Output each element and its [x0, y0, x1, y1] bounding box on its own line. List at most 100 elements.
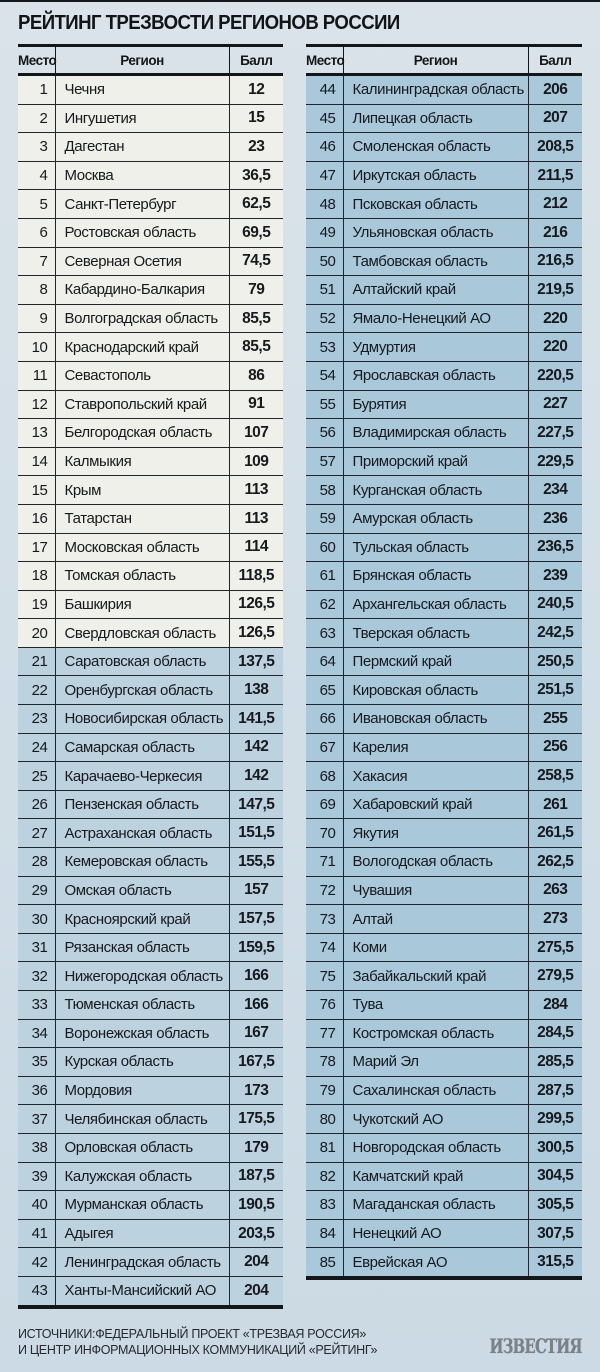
column-header-score: Балл [228, 44, 283, 76]
table-row: 31 Рязанская область 159,5 [18, 932, 283, 962]
score-cell: 212 [528, 189, 582, 219]
score-cell: 138 [229, 675, 283, 705]
place-cell: 34 [18, 1018, 56, 1048]
region-cell: Алтайский край [343, 275, 529, 305]
region-cell: Калининградская область [343, 74, 529, 105]
score-cell: 157,5 [229, 904, 283, 934]
place-cell: 33 [18, 990, 56, 1020]
table-row: 42 Ленинградская область 204 [18, 1247, 283, 1277]
table-row: 30 Красноярский край 157,5 [18, 904, 283, 934]
place-cell: 62 [306, 589, 344, 619]
region-cell: Северная Осетия [55, 246, 230, 276]
table-row: 84 Ненецкий АО 307,5 [306, 1218, 582, 1248]
region-cell: Омская область [55, 875, 230, 905]
sources-note: ИСТОЧНИКИ:ФЕДЕРАЛЬНЫЙ ПРОЕКТ «ТРЕЗВАЯ РО… [18, 1326, 377, 1359]
score-cell: 299,5 [528, 1104, 582, 1134]
score-cell: 137,5 [229, 646, 283, 676]
place-cell: 10 [18, 332, 56, 362]
region-cell: Чечня [55, 74, 230, 105]
region-cell: Ставропольский край [55, 389, 230, 419]
place-cell: 31 [18, 932, 56, 962]
region-cell: Белгородская область [55, 418, 230, 448]
score-cell: 62,5 [229, 189, 283, 219]
region-cell: Чукотский АО [343, 1104, 529, 1134]
table-row: 58 Курганская область 234 [306, 475, 582, 505]
score-cell: 284 [528, 990, 582, 1020]
place-cell: 47 [306, 160, 344, 190]
region-cell: Крым [55, 475, 230, 505]
column-header-place: Место [306, 44, 345, 76]
place-cell: 63 [306, 618, 344, 648]
region-cell: Орловская область [55, 1132, 230, 1163]
place-cell: 38 [18, 1132, 56, 1163]
score-cell: 236,5 [528, 532, 582, 562]
region-cell: Севастополь [55, 360, 230, 391]
score-cell: 279,5 [528, 961, 582, 991]
place-cell: 73 [306, 904, 344, 934]
table-row: 41 Адыгея 203,5 [18, 1218, 283, 1248]
table-row: 59 Амурская область 236 [306, 503, 582, 533]
region-cell: Саратовская область [55, 646, 230, 676]
score-cell: 142 [229, 732, 283, 762]
region-cell: Амурская область [343, 503, 529, 533]
region-cell: Ульяновская область [343, 217, 529, 248]
table-row: 70 Якутия 261,5 [306, 818, 582, 848]
place-cell: 20 [18, 618, 56, 648]
score-cell: 142 [229, 761, 283, 791]
ranking-table: Место Регион Балл 1 Чечня 12 2 Ингушетия 15 3 Даге… [18, 44, 283, 1309]
score-cell: 107 [229, 418, 283, 448]
region-cell: Кабардино-Балкария [55, 275, 230, 305]
place-cell: 41 [18, 1218, 56, 1248]
score-cell: 179 [229, 1132, 283, 1163]
score-cell: 258,5 [528, 761, 582, 791]
table-row: 77 Костромская область 284,5 [306, 1018, 582, 1048]
score-cell: 236 [528, 503, 582, 533]
region-cell: Коми [343, 932, 529, 962]
score-cell: 173 [229, 1075, 283, 1105]
score-cell: 275,5 [528, 932, 582, 962]
region-cell: Брянская область [343, 561, 529, 591]
table-row: 29 Омская область 157 [18, 875, 283, 905]
place-cell: 78 [306, 1047, 344, 1077]
table-row: 65 Кировская область 251,5 [306, 675, 582, 705]
region-cell: Калмыкия [55, 446, 230, 476]
place-cell: 19 [18, 589, 56, 619]
place-cell: 5 [18, 189, 56, 219]
region-cell: Забайкальский край [343, 961, 529, 991]
region-cell: Москва [55, 160, 230, 190]
footer: ИСТОЧНИКИ:ФЕДЕРАЛЬНЫЙ ПРОЕКТ «ТРЕЗВАЯ РО… [18, 1326, 583, 1359]
place-cell: 45 [306, 103, 344, 133]
region-cell: Краснодарский край [55, 332, 230, 362]
table-row: 6 Ростовская область 69,5 [18, 217, 283, 248]
region-cell: Тверская область [343, 618, 529, 648]
region-cell: Татарстан [55, 503, 230, 533]
place-cell: 72 [306, 875, 344, 905]
score-cell: 305,5 [528, 1190, 582, 1220]
place-cell: 21 [18, 646, 56, 676]
score-cell: 208,5 [528, 132, 582, 162]
place-cell: 80 [306, 1104, 344, 1134]
region-cell: Тульская область [343, 532, 529, 562]
place-cell: 8 [18, 275, 56, 305]
score-cell: 229,5 [528, 446, 582, 476]
table-row: 61 Брянская область 239 [306, 561, 582, 591]
table-row: 85 Еврейская АО 315,5 [306, 1247, 582, 1280]
table-row: 52 Ямало-Ненецкий АО 220 [306, 303, 582, 333]
score-cell: 234 [528, 475, 582, 505]
place-cell: 17 [18, 532, 56, 562]
region-cell: Вологодская область [343, 847, 529, 877]
place-cell: 14 [18, 446, 56, 476]
table-row: 49 Ульяновская область 216 [306, 217, 582, 248]
score-cell: 15 [229, 103, 283, 133]
ranking-table-left: Место Регион Балл 1 Чечня 12 2 Ингушетия 15 3 Даге… [18, 44, 283, 1309]
place-cell: 68 [306, 761, 344, 791]
table-row: 48 Псковская область 212 [306, 189, 582, 219]
table-row: 20 Свердловская область 126,5 [18, 618, 283, 648]
table-row: 33 Тюменская область 166 [18, 990, 283, 1020]
region-cell: Хакасия [343, 761, 529, 791]
place-cell: 69 [306, 789, 344, 819]
table-row: 23 Новосибирская область 141,5 [18, 704, 283, 734]
region-cell: Курская область [55, 1047, 230, 1077]
table-row: 38 Орловская область 179 [18, 1132, 283, 1163]
column-header-score: Балл [527, 44, 582, 76]
